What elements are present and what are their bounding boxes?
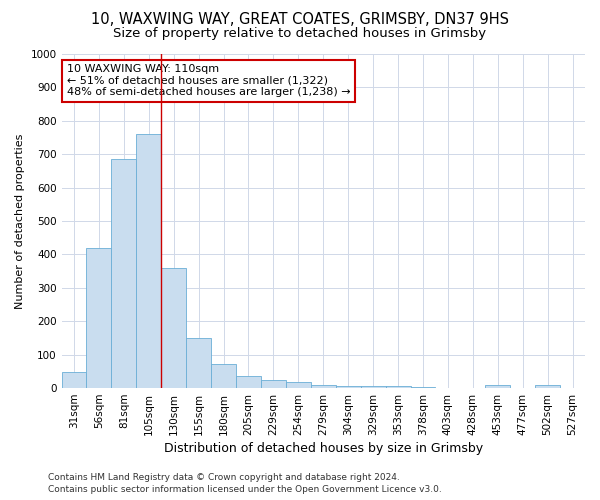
Bar — [236, 376, 261, 388]
Text: Contains public sector information licensed under the Open Government Licence v3: Contains public sector information licen… — [48, 485, 442, 494]
Text: 10 WAXWING WAY: 110sqm
← 51% of detached houses are smaller (1,322)
48% of semi-: 10 WAXWING WAY: 110sqm ← 51% of detached… — [67, 64, 350, 97]
Bar — [485, 384, 510, 388]
Bar — [336, 386, 361, 388]
Bar — [386, 386, 410, 388]
Y-axis label: Number of detached properties: Number of detached properties — [15, 134, 25, 308]
Bar — [62, 372, 86, 388]
Bar — [535, 384, 560, 388]
Bar — [86, 248, 112, 388]
Text: Size of property relative to detached houses in Grimsby: Size of property relative to detached ho… — [113, 28, 487, 40]
Text: Contains HM Land Registry data © Crown copyright and database right 2024.: Contains HM Land Registry data © Crown c… — [48, 474, 400, 482]
X-axis label: Distribution of detached houses by size in Grimsby: Distribution of detached houses by size … — [164, 442, 483, 455]
Bar — [286, 382, 311, 388]
Bar — [136, 134, 161, 388]
Text: 10, WAXWING WAY, GREAT COATES, GRIMSBY, DN37 9HS: 10, WAXWING WAY, GREAT COATES, GRIMSBY, … — [91, 12, 509, 28]
Bar — [161, 268, 186, 388]
Bar — [211, 364, 236, 388]
Bar — [311, 384, 336, 388]
Bar — [186, 338, 211, 388]
Bar — [361, 386, 386, 388]
Bar — [261, 380, 286, 388]
Bar — [112, 159, 136, 388]
